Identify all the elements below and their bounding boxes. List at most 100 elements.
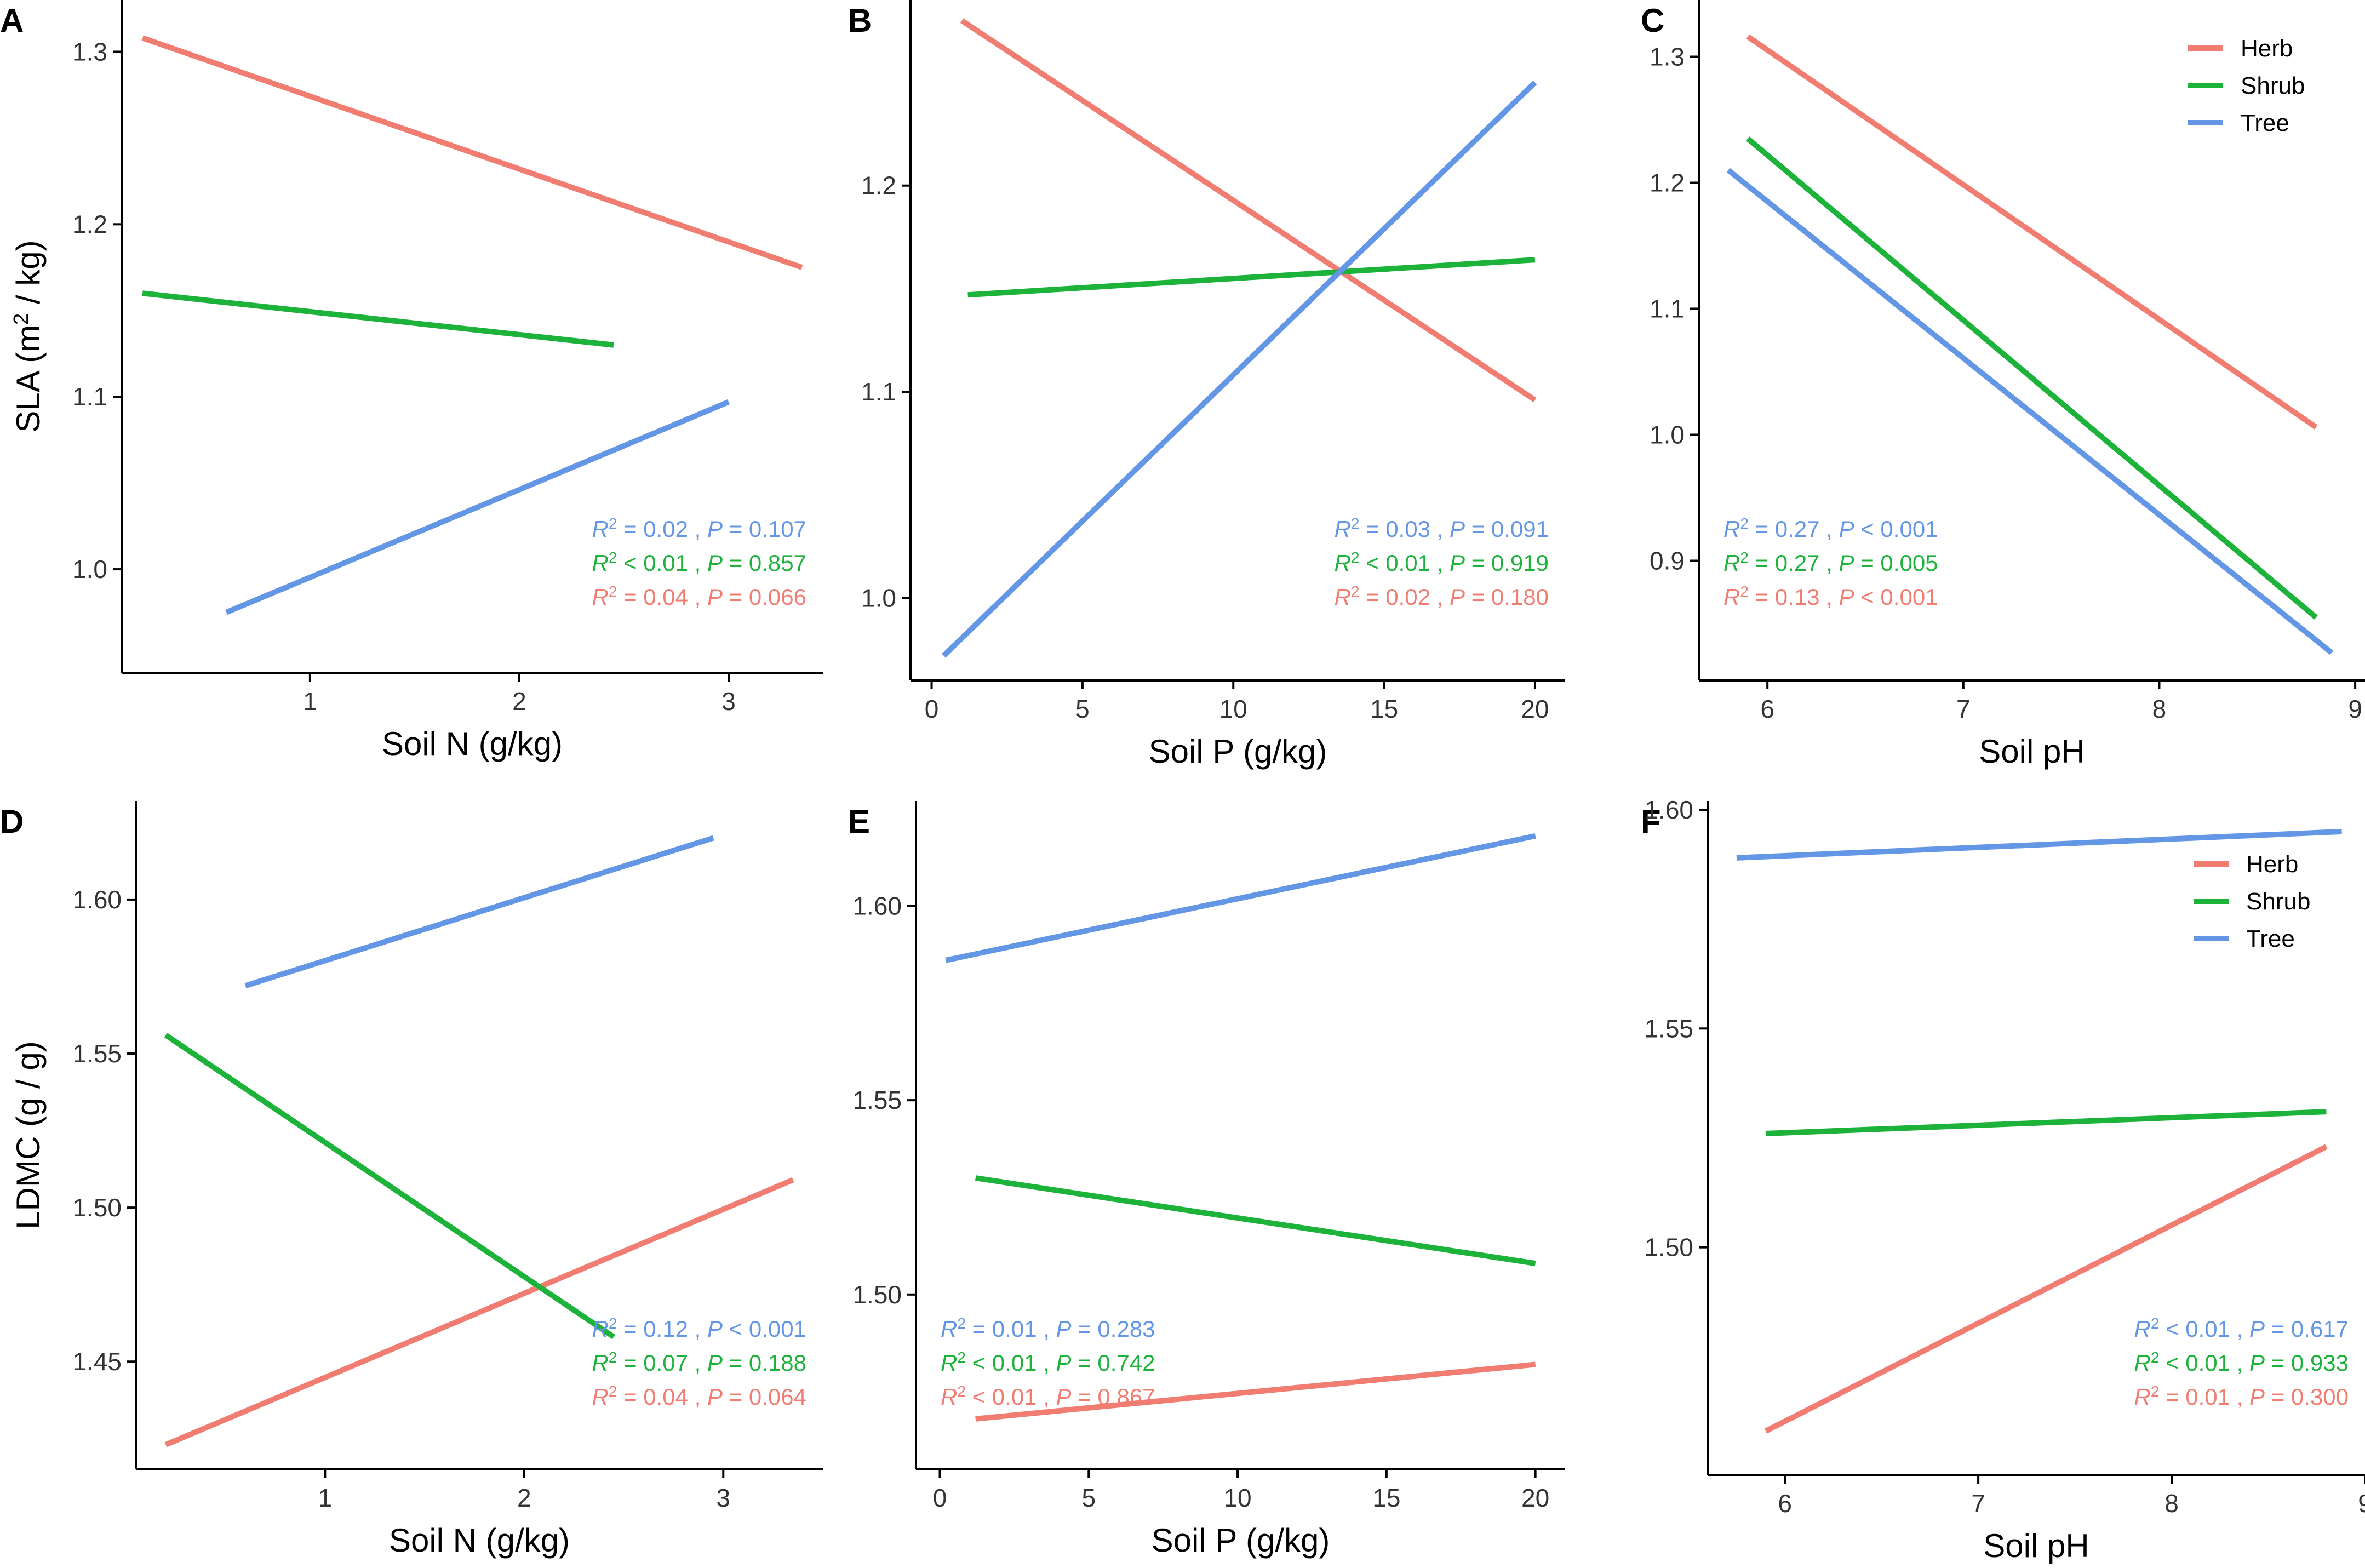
y-tick-label: 1.55 [72, 1039, 122, 1068]
x-axis-label: Soil P (g/kg) [1149, 733, 1327, 770]
r-squared-symbol: R [941, 1316, 957, 1342]
y-axis-label-text: SLA (m [10, 325, 47, 433]
y-axis-label: LDMC (g / g) [10, 1041, 47, 1229]
legend-label-shrub: Shrub [2241, 72, 2305, 99]
r-squared-superscript: 2 [1740, 583, 1749, 600]
r-squared-symbol: R [592, 1350, 608, 1376]
x-tick-label: 9 [2358, 1489, 2365, 1518]
y-tick-label: 1.2 [861, 171, 896, 200]
x-tick-label: 15 [1370, 695, 1398, 723]
legend-label-shrub: Shrub [2246, 888, 2310, 915]
regression-line-shrub [1765, 1109, 2327, 1137]
p-value: < 0.001 [1854, 516, 1938, 542]
y-tick-label: 1.1 [1650, 295, 1685, 323]
y-axis-label-text: LDMC (g / g) [10, 1041, 47, 1229]
regression-line-herb [1746, 34, 2318, 430]
p-value: < 0.001 [1854, 584, 1938, 610]
p-value: = 0.919 [1465, 550, 1549, 576]
r-squared-value: = 0.04 , [617, 584, 707, 610]
r-squared-symbol: R [1723, 550, 1740, 576]
y-tick-label: 0.9 [1650, 547, 1685, 575]
x-tick-label: 1 [303, 687, 317, 716]
r-squared-symbol: R [592, 550, 608, 576]
p-value: = 0.867 [1072, 1384, 1155, 1410]
x-tick-label: 5 [1075, 695, 1090, 723]
stats-annotation-herb: R2 = 0.02 , P = 0.180 [1334, 583, 1549, 610]
r-squared-superscript: 2 [609, 1349, 617, 1366]
r-squared-value: = 0.01 , [966, 1316, 1056, 1342]
p-value: = 0.107 [723, 516, 806, 542]
y-tick-label: 1.0 [861, 583, 896, 612]
legend-label-herb: Herb [2241, 35, 2293, 62]
x-tick-label: 20 [1521, 1484, 1549, 1512]
r-squared-superscript: 2 [1740, 515, 1749, 532]
y-tick-label: 1.50 [852, 1280, 902, 1309]
x-tick-label: 15 [1372, 1484, 1400, 1512]
x-axis-label: Soil pH [1983, 1527, 2089, 1564]
r-squared-superscript: 2 [957, 1383, 966, 1400]
r-squared-value: = 0.01 , [2159, 1384, 2249, 1410]
p-symbol: P [2249, 1384, 2265, 1410]
x-tick-label: 2 [512, 687, 526, 716]
r-squared-superscript: 2 [2151, 1349, 2160, 1366]
x-axis-label: Soil pH [1979, 733, 2085, 770]
x-axis-label: Soil P (g/kg) [1152, 1522, 1330, 1559]
legend-label-tree: Tree [2246, 925, 2295, 952]
r-squared-symbol: R [592, 516, 608, 542]
r-squared-value: < 0.01 , [966, 1384, 1056, 1410]
y-tick-label: 1.50 [1644, 1233, 1693, 1262]
y-tick-label: 1.2 [72, 210, 107, 238]
x-tick-label: 0 [925, 695, 939, 723]
x-tick-label: 20 [1521, 695, 1549, 723]
p-value: = 0.300 [2265, 1384, 2349, 1410]
r-squared-superscript: 2 [1740, 549, 1749, 566]
stats-annotation-tree: R2 = 0.12 , P < 0.001 [592, 1315, 806, 1342]
stats-annotation-tree: R2 = 0.02 , P = 0.107 [592, 515, 806, 542]
x-tick-label: 9 [2348, 695, 2362, 723]
r-squared-superscript: 2 [609, 1383, 617, 1400]
r-squared-value: = 0.27 , [1749, 550, 1839, 576]
r-squared-symbol: R [941, 1350, 957, 1376]
x-tick-label: 6 [1760, 695, 1774, 723]
r-squared-symbol: R [1723, 516, 1740, 542]
r-squared-superscript: 2 [609, 583, 617, 600]
r-squared-value: < 0.01 , [2159, 1316, 2249, 1342]
stats-annotation-herb: R2 = 0.13 , P < 0.001 [1723, 583, 1938, 610]
regression-line-herb [164, 1177, 794, 1447]
r-squared-value: = 0.07 , [617, 1350, 707, 1376]
y-tick-label: 1.2 [1650, 169, 1685, 197]
p-symbol: P [707, 1384, 723, 1410]
y-tick-label: 1.60 [852, 892, 902, 920]
panel-d: D 1 2 3 1.45 1.50 1.55 1.60 Soil N (g/kg) LDMC (g… [0, 801, 823, 1559]
regression-line-tree [225, 399, 730, 615]
legend: Herb Shrub Tree [2194, 851, 2310, 952]
regression-line-tree [244, 835, 714, 989]
regression-line-tree [1726, 168, 2334, 655]
legend-label-tree: Tree [2241, 110, 2289, 136]
r-squared-value: = 0.02 , [1359, 584, 1450, 610]
p-value: = 0.857 [723, 550, 806, 576]
y-tick-label: 1.60 [1644, 796, 1693, 824]
r-squared-value: < 0.01 , [1359, 550, 1450, 576]
x-axis-label: Soil N (g/kg) [382, 725, 563, 762]
r-squared-superscript: 2 [957, 1349, 966, 1366]
regression-line-shrub [1746, 136, 2318, 620]
p-symbol: P [1839, 550, 1854, 576]
p-value: = 0.005 [1854, 550, 1938, 576]
x-tick-label: 7 [1956, 695, 1971, 723]
x-tick-label: 2 [517, 1484, 531, 1512]
y-axis-label-text: / kg) [10, 240, 47, 313]
r-squared-symbol: R [2134, 1384, 2150, 1410]
x-tick-label: 6 [1778, 1489, 1792, 1518]
stats-annotation-shrub: R2 = 0.27 , P = 0.005 [1723, 549, 1938, 576]
r-squared-value: = 0.04 , [617, 1384, 707, 1410]
p-symbol: P [707, 550, 723, 576]
x-tick-label: 5 [1081, 1484, 1096, 1512]
x-tick-label: 8 [2164, 1489, 2179, 1518]
y-tick-label: 1.55 [1644, 1014, 1693, 1043]
